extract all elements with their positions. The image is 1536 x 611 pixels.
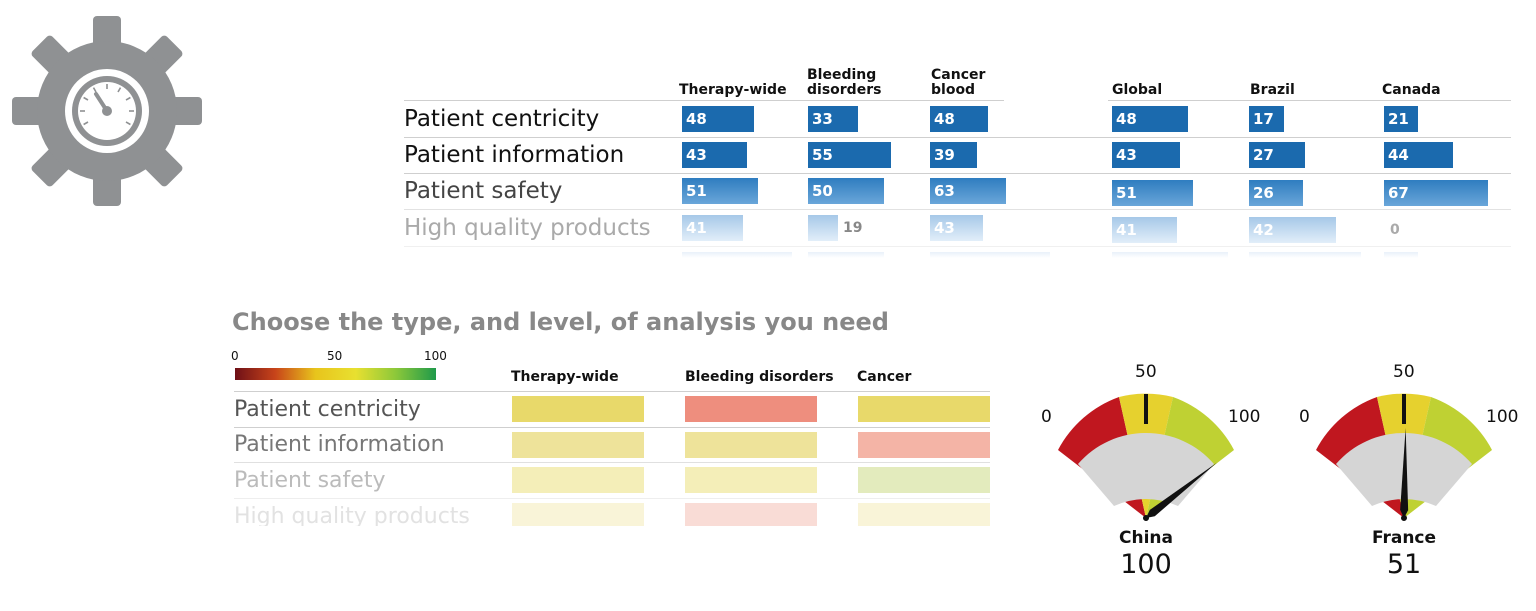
faded-row-remnant [808,252,884,258]
column-header-bleeding-disorders: Bleeding disorders [807,67,882,98]
section-title: Choose the type, and level, of analysis … [232,308,889,336]
gauge-name: China [1119,528,1173,548]
gauge-mid-label: 50 [1393,362,1415,382]
row-label-patient-centricity: Patient centricity [404,106,600,132]
row-divider [234,462,990,463]
bar-value: 48 [1112,106,1188,132]
gauge-value: 51 [1386,549,1422,580]
bar-value: 21 [1384,106,1418,132]
faded-row-remnant [682,252,792,258]
row-label-high-quality-products: High quality products [234,504,470,526]
row-divider [234,427,990,428]
column-header-therapy-wide: Therapy-wide [511,369,619,385]
gauge-name: France [1371,528,1437,548]
bar-value [808,215,838,241]
row-label-high-quality-products: High quality products [404,215,651,241]
column-header-bleeding-disorders: Bleeding disorders [685,369,834,385]
bar-outside-value: 0 [1390,222,1400,238]
bar-value: 43 [1112,142,1180,168]
faded-row-remnant [1249,252,1361,258]
row-divider [234,498,990,499]
bar-value: 43 [682,142,747,168]
row-label-patient-information: Patient information [404,142,625,168]
heat-cell [512,467,644,493]
heat-cell [685,432,817,458]
gear-gauge-icon [10,14,204,208]
bar-value: 63 [930,178,1006,204]
bar-value: 48 [930,106,988,132]
column-header-brazil: Brazil [1250,82,1295,98]
bar-value: 42 [1249,217,1336,243]
faded-row-clip: High quality products [230,500,1000,526]
gauge-mid-label: 50 [1135,362,1157,382]
faded-row-remnant [1112,252,1228,258]
bar-value: 17 [1249,106,1284,132]
heat-cell [685,467,817,493]
column-header-cancer-blood: Cancer blood [931,67,986,98]
gauge-needle [1400,428,1409,521]
gauge-dial [1058,393,1234,521]
faded-row-remnant [1384,252,1418,258]
row-divider [404,246,1511,247]
bar-value: 48 [682,106,754,132]
bar-value: 41 [682,215,743,241]
column-header-canada: Canada [1382,82,1441,98]
row-divider [404,209,1511,210]
heat-cell [858,432,990,458]
bar-value: 51 [1112,180,1193,206]
scale-max-label: 100 [424,349,447,363]
column-header-global: Global [1112,82,1163,98]
bar-value: 41 [1112,217,1177,243]
heat-cell [512,396,644,422]
heat-cell [858,396,990,422]
bar-value: 39 [930,142,977,168]
header-divider [404,100,1004,101]
scale-mid-label: 50 [327,349,343,363]
gauge-needle [1143,462,1217,521]
bar-value: 67 [1384,180,1488,206]
heat-cell [858,503,990,526]
row-label-patient-safety: Patient safety [234,468,386,493]
heat-cell [685,503,817,526]
color-scale-bar [235,368,436,380]
bar-value: 43 [930,215,983,241]
row-divider [404,173,1511,174]
gauge-value: 100 [1120,549,1172,580]
bar-value: 33 [808,106,858,132]
bar-outside-value: 19 [843,220,863,236]
column-header-therapy-wide: Therapy-wide [679,82,787,98]
row-label-patient-centricity: Patient centricity [234,397,421,422]
gauge-max-label: 100 [1228,407,1261,427]
row-label-patient-information: Patient information [234,432,445,457]
bar-value: 50 [808,178,884,204]
heat-cell [512,503,644,526]
header-divider [1108,100,1511,101]
bar-value: 27 [1249,142,1305,168]
scale-min-label: 0 [231,349,239,363]
faded-row-remnant [930,252,1050,258]
bar-value: 51 [682,178,758,204]
gauge-max-label: 100 [1486,407,1519,427]
gauge-min-label: 0 [1041,407,1052,427]
gauge-dial [1316,393,1492,521]
heat-cell [858,467,990,493]
heat-cell [685,396,817,422]
bar-value: 44 [1384,142,1453,168]
gauge-min-label: 0 [1299,407,1310,427]
row-label-patient-safety: Patient safety [404,178,563,204]
header-divider [234,391,990,392]
column-header-cancer: Cancer [857,369,912,385]
row-divider [404,137,1511,138]
heat-cell [512,432,644,458]
bar-value: 55 [808,142,891,168]
bar-value: 26 [1249,180,1303,206]
